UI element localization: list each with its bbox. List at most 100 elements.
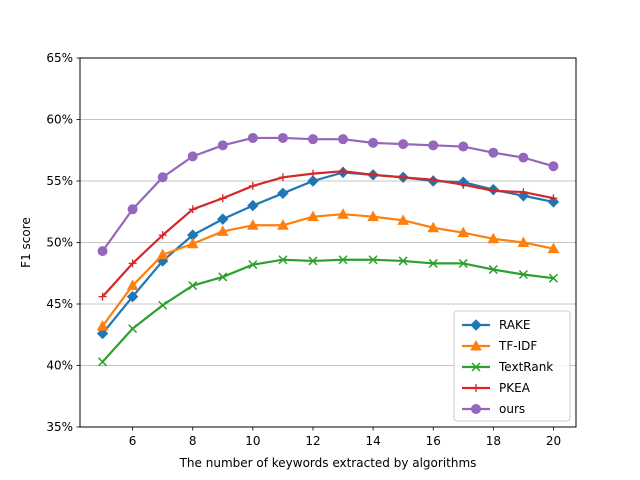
data-point	[247, 132, 258, 143]
data-point	[458, 258, 468, 268]
data-point	[307, 210, 319, 222]
x-tick-label: 12	[305, 434, 320, 448]
y-tick-label: 60%	[46, 113, 73, 127]
legend-label: PKEA	[499, 381, 531, 395]
x-tick-label: 10	[245, 434, 260, 448]
legend-label: ours	[499, 402, 525, 416]
legend-marker	[470, 319, 482, 331]
series-layer	[96, 132, 560, 367]
data-point	[307, 175, 319, 187]
series-line	[101, 136, 554, 252]
series-line	[101, 170, 554, 298]
x-tick-label: 14	[365, 434, 380, 448]
data-point	[488, 147, 499, 158]
data-point	[548, 161, 559, 172]
data-point	[489, 186, 498, 195]
data-point	[186, 237, 199, 249]
data-point	[517, 236, 530, 247]
legend-label: TextRank	[498, 360, 553, 374]
data-point	[278, 173, 287, 182]
data-point	[248, 260, 258, 270]
data-point	[369, 170, 378, 179]
legend: RAKE TF-IDF TextRank PKEA ours	[453, 310, 571, 422]
data-point	[128, 259, 137, 268]
data-point	[277, 219, 289, 230]
data-point	[399, 173, 408, 182]
data-point	[429, 175, 438, 184]
data-point	[96, 327, 109, 340]
data-point	[126, 279, 139, 291]
data-point	[247, 199, 259, 212]
x-tick-label: 18	[486, 434, 501, 448]
x-axis-label: The number of keywords extracted by algo…	[179, 456, 477, 470]
legend-label: TF-IDF	[498, 339, 537, 353]
data-point	[218, 272, 228, 282]
legend-marker	[472, 384, 480, 392]
data-point	[547, 242, 560, 254]
data-point	[97, 246, 108, 257]
y-tick-label: 65%	[46, 51, 73, 65]
data-point	[246, 219, 259, 230]
data-point	[278, 255, 288, 265]
data-point	[487, 232, 500, 244]
data-point	[98, 292, 107, 301]
data-point	[337, 208, 349, 219]
x-tick-label: 8	[189, 434, 197, 448]
data-point	[277, 187, 289, 200]
data-point	[188, 205, 197, 214]
data-point	[368, 255, 378, 265]
series-pkea	[98, 167, 558, 301]
data-point	[98, 357, 108, 367]
data-point	[397, 214, 410, 225]
data-point	[96, 320, 109, 331]
legend-entry: PKEA	[462, 381, 531, 395]
data-point	[367, 210, 379, 222]
legend-label: RAKE	[499, 318, 531, 332]
data-point	[459, 180, 468, 189]
data-point	[307, 134, 318, 145]
data-point	[339, 167, 348, 176]
data-point	[248, 181, 257, 190]
data-point	[128, 324, 138, 334]
data-point	[218, 194, 227, 203]
data-point	[428, 140, 439, 151]
data-point	[398, 139, 409, 150]
series-line	[101, 213, 554, 327]
series-tf-idf	[96, 208, 560, 331]
data-point	[338, 134, 349, 145]
legend-entry: TextRank	[462, 360, 553, 374]
data-point	[308, 169, 317, 178]
x-tick-label: 6	[129, 434, 137, 448]
data-point	[217, 213, 229, 225]
series-line	[101, 171, 554, 335]
legend-marker	[471, 362, 481, 372]
y-tick-label: 35%	[46, 420, 73, 434]
legend-entry: ours	[462, 402, 525, 416]
y-axis-label: F1 score	[19, 217, 33, 268]
legend-box	[453, 310, 571, 422]
series-ours	[97, 132, 559, 257]
data-point	[127, 204, 138, 215]
y-tick-label: 55%	[46, 174, 73, 188]
y-axis: 35% 40% 45% 50% 55% 60% 65%	[46, 51, 80, 434]
data-point	[126, 290, 139, 303]
legend-marker	[470, 339, 482, 351]
data-point	[157, 172, 168, 183]
y-tick-label: 50%	[46, 236, 73, 250]
data-point	[368, 137, 379, 148]
data-point	[217, 140, 228, 151]
data-point	[158, 231, 167, 240]
data-point	[188, 281, 198, 291]
series-textrank	[98, 255, 558, 367]
x-tick-label: 16	[426, 434, 441, 448]
data-point	[519, 188, 528, 197]
data-point	[158, 300, 168, 310]
data-point	[548, 273, 558, 283]
y-tick-label: 45%	[46, 297, 73, 311]
legend-entry: TF-IDF	[462, 339, 537, 353]
data-point	[216, 225, 229, 236]
x-axis: 6 8 10 12 14 16 18 20	[129, 427, 561, 448]
data-point	[457, 226, 470, 238]
data-point	[338, 255, 348, 265]
